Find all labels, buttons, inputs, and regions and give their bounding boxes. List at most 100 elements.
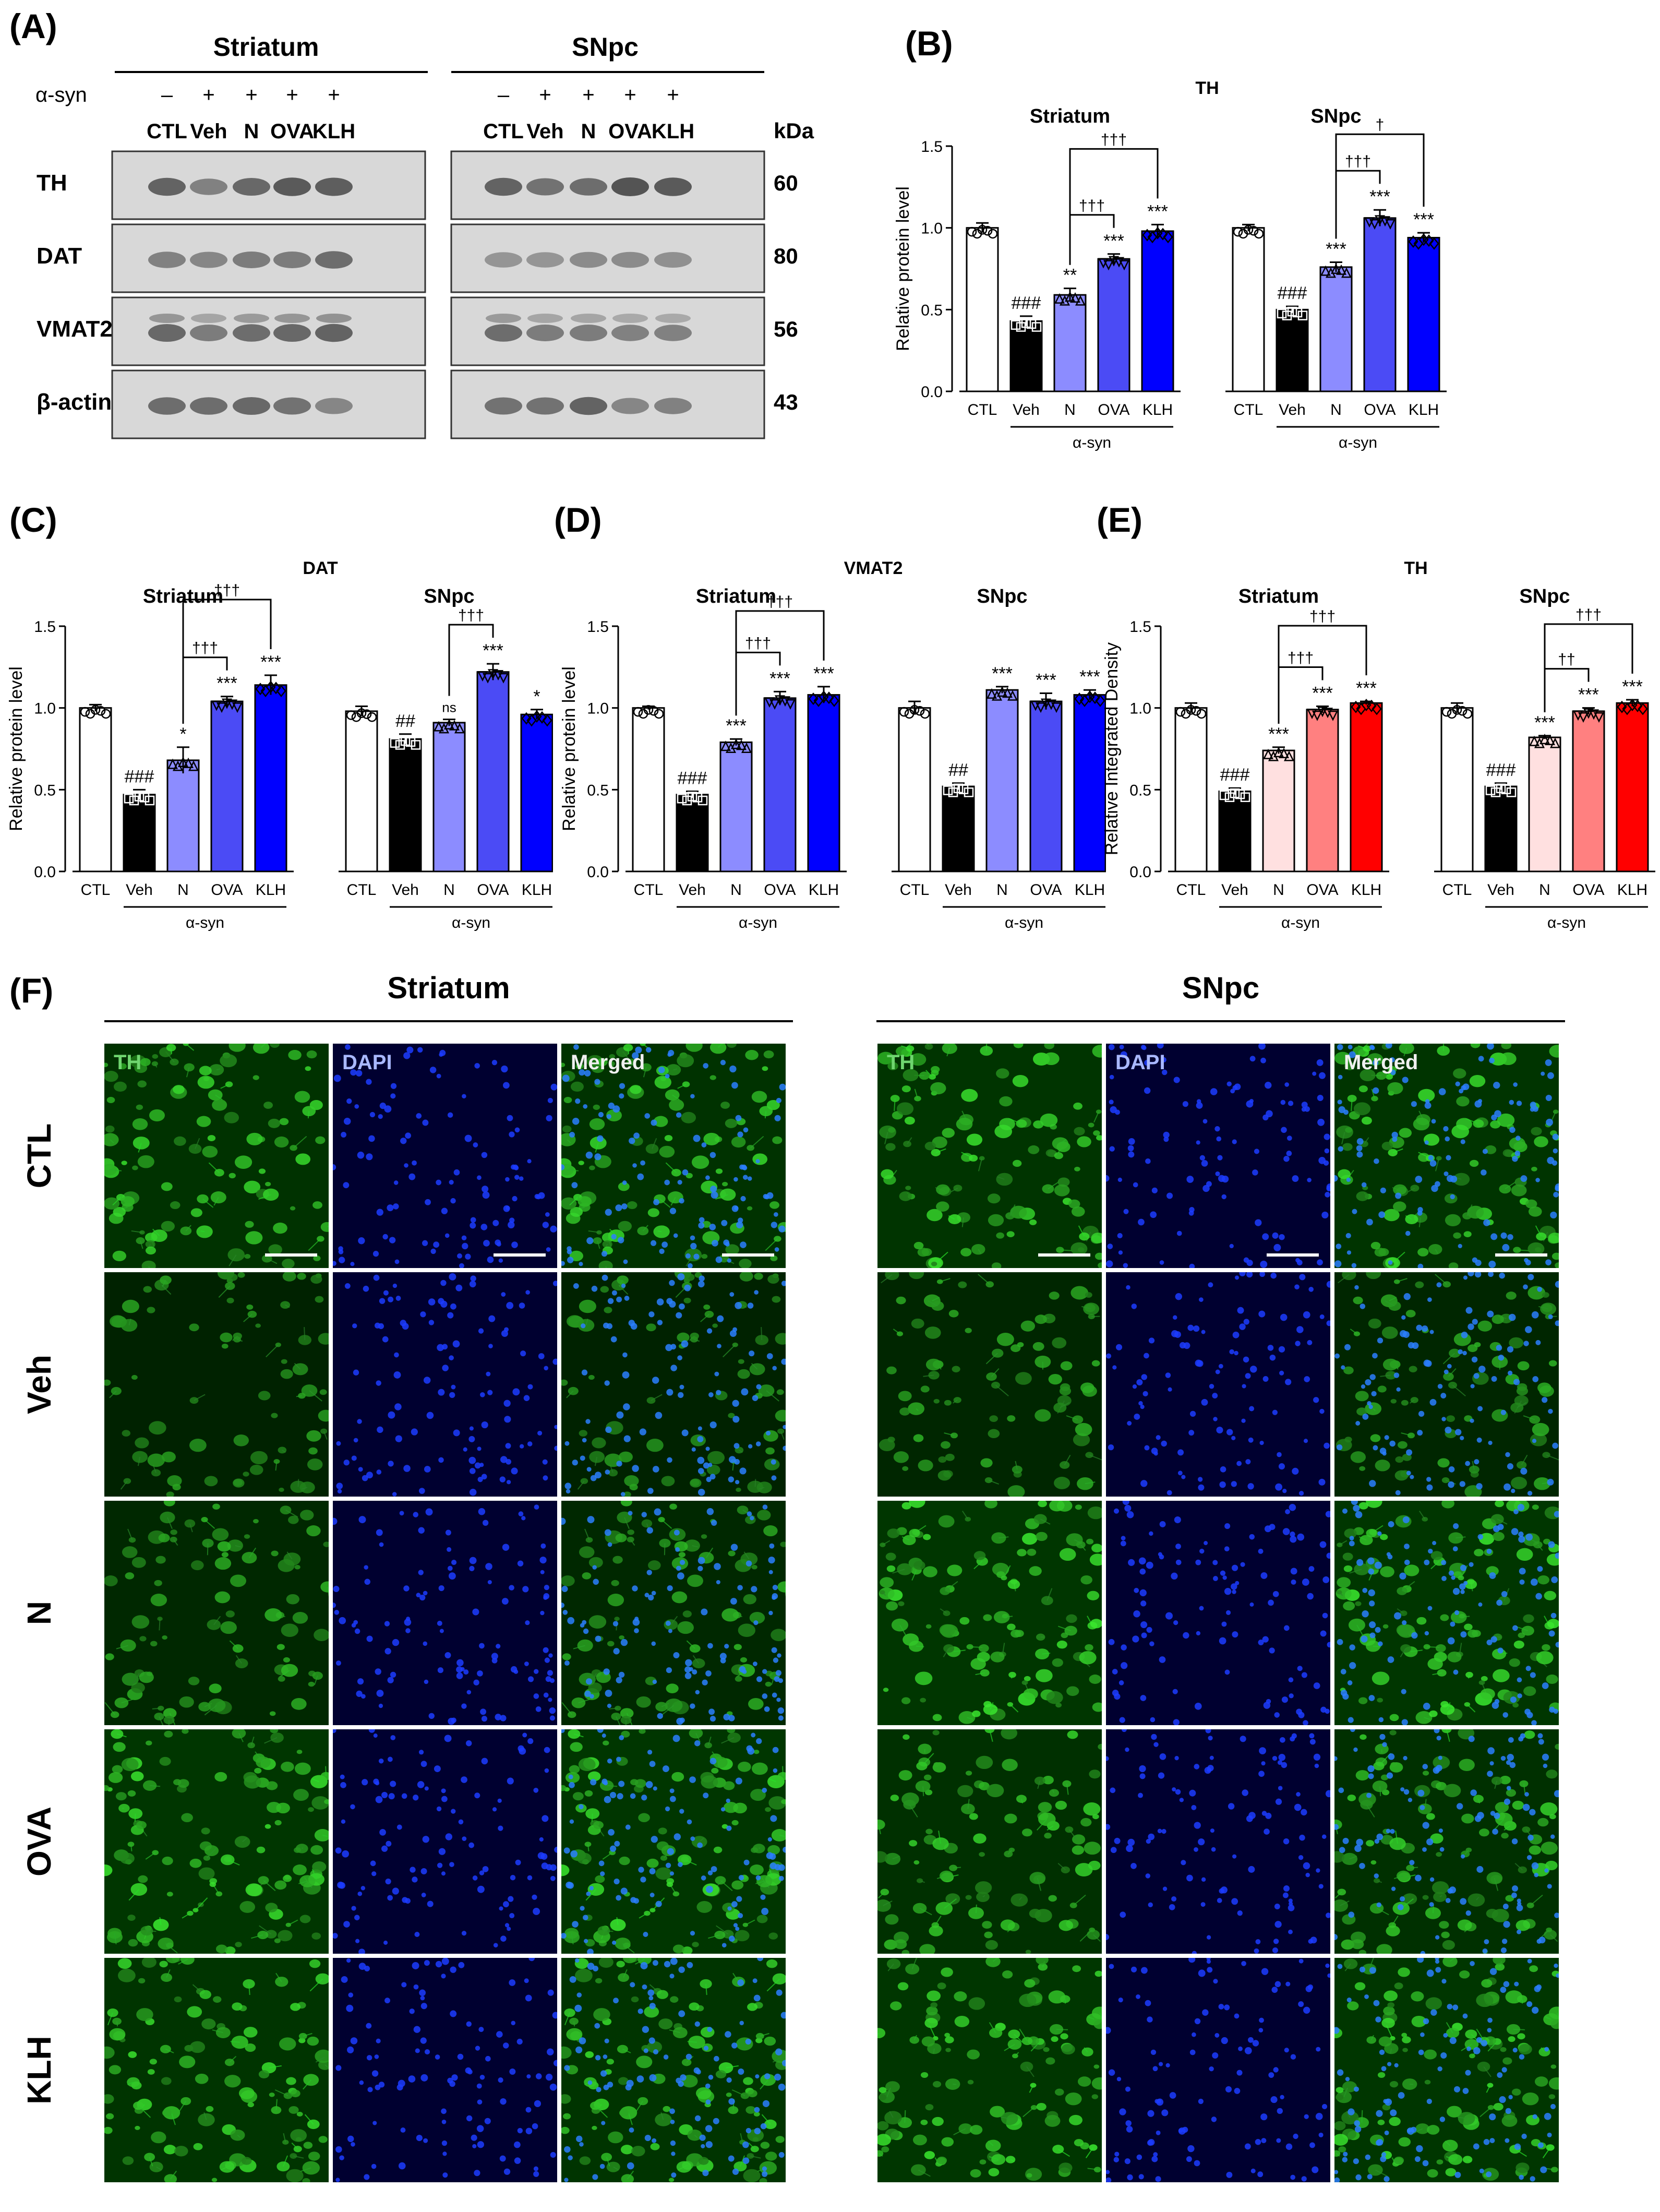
data-point: [720, 740, 731, 751]
micrograph-tile: Merged: [561, 1044, 786, 1268]
y-tick-label: 1.0: [1129, 700, 1151, 718]
data-point: [920, 709, 930, 719]
wb-band: [273, 397, 311, 415]
chart-ylabel: Relative protein level: [6, 666, 26, 831]
x-tick-label: Veh: [1013, 401, 1040, 419]
micrograph-tile: TH: [877, 1044, 1102, 1268]
data-point: [1429, 237, 1439, 250]
wb-band: [148, 397, 186, 415]
data-point: [1501, 784, 1511, 794]
bar: [1262, 749, 1295, 872]
bracket-label: †: [1376, 116, 1385, 134]
data-point: [362, 709, 372, 719]
data-point: [769, 699, 780, 710]
wb-protein-label: TH: [37, 170, 67, 196]
micrograph-tile: [1106, 1501, 1330, 1725]
wb-band: [526, 178, 564, 196]
bar: [942, 785, 975, 872]
data-point: [90, 705, 101, 715]
data-point: [1064, 291, 1076, 302]
data-point: [958, 784, 969, 794]
data-point: [1341, 267, 1352, 278]
data-point: [390, 738, 400, 748]
bar: [1053, 294, 1087, 392]
wb-band: [485, 397, 522, 415]
micro-region-snpc-line: [876, 1020, 1565, 1022]
wb-band: [485, 252, 522, 268]
comparison-bracket: [1544, 623, 1633, 712]
data-point: [1366, 699, 1377, 712]
significance-mark: ***: [1413, 210, 1434, 230]
micro-row-label: N: [20, 1600, 58, 1625]
x-tick-label: KLH: [1409, 401, 1439, 419]
data-point: [1529, 735, 1540, 746]
wb-band: [190, 397, 227, 415]
micro-channel-label: DAPI: [342, 1051, 392, 1074]
data-point: [183, 757, 194, 768]
data-point: [1452, 705, 1462, 715]
wb-band-upper: [655, 314, 691, 323]
data-point: [443, 719, 455, 730]
wb-band: [570, 325, 607, 341]
data-point: [1457, 706, 1467, 716]
x-tick-label: CTL: [634, 881, 664, 899]
micro-row-label: KLH: [20, 2036, 58, 2105]
panel-label-f: (F): [9, 971, 54, 1010]
data-point: [454, 723, 465, 734]
wb-band-upper: [612, 314, 648, 323]
significance-mark: ***: [1036, 670, 1056, 690]
wb-kda-value: 80: [774, 244, 798, 268]
x-tick-label: CTL: [1442, 881, 1472, 899]
significance-mark: ***: [813, 664, 834, 684]
x-tick-label: Veh: [126, 881, 153, 899]
scale-bar: [1495, 1253, 1547, 1257]
panel-label-b: (B): [905, 24, 953, 63]
data-point: [1277, 308, 1287, 319]
data-point: [1330, 263, 1342, 274]
wb-band-upper: [571, 314, 606, 323]
wb-sign: +: [624, 83, 636, 106]
panel-label-e: (E): [1097, 500, 1142, 539]
wb-band: [654, 252, 692, 268]
data-point: [953, 783, 964, 794]
data-point: [1051, 702, 1062, 713]
significance-mark: *: [533, 687, 540, 707]
data-point: [449, 720, 460, 731]
wb-band-upper: [234, 314, 269, 323]
data-point: [1638, 702, 1648, 715]
x-tick-label: OVA: [764, 881, 796, 899]
bar: [1572, 710, 1605, 872]
micrograph-tile: [877, 1729, 1102, 1954]
bar: [719, 741, 753, 872]
wb-band: [526, 397, 564, 415]
data-point: [1441, 707, 1452, 717]
data-point: [1233, 226, 1243, 237]
data-point: [1327, 710, 1339, 721]
wb-protein-label: β-actin: [37, 389, 112, 415]
micrograph-tile: [561, 1958, 786, 2182]
x-tick-label: Veh: [945, 881, 972, 899]
micro-row-label: Veh: [20, 1355, 58, 1414]
micro-row-label: OVA: [20, 1807, 58, 1876]
chart-title: TH: [1195, 78, 1219, 98]
significance-mark: ###: [1486, 760, 1516, 780]
comparison-bracket: [1278, 625, 1367, 724]
wb-band: [190, 252, 227, 268]
data-point: [1578, 712, 1589, 723]
bar: [1363, 217, 1397, 392]
bar: [389, 738, 422, 872]
significance-mark: ***: [1312, 684, 1333, 703]
y-tick-label: 1.5: [921, 138, 943, 156]
bracket-label: †††: [745, 635, 771, 652]
x-tick-label: Veh: [1221, 881, 1248, 899]
significance-mark: **: [1063, 266, 1077, 285]
bar: [79, 707, 112, 872]
y-tick-label: 0.5: [1129, 782, 1151, 799]
significance-mark: ***: [1079, 667, 1100, 687]
wb-band-upper: [316, 314, 352, 323]
significance-mark: ##: [395, 711, 415, 731]
data-point: [346, 710, 356, 720]
significance-mark: ##: [948, 760, 968, 780]
comparison-bracket: [1069, 148, 1159, 265]
x-tick-label: Veh: [679, 881, 706, 899]
